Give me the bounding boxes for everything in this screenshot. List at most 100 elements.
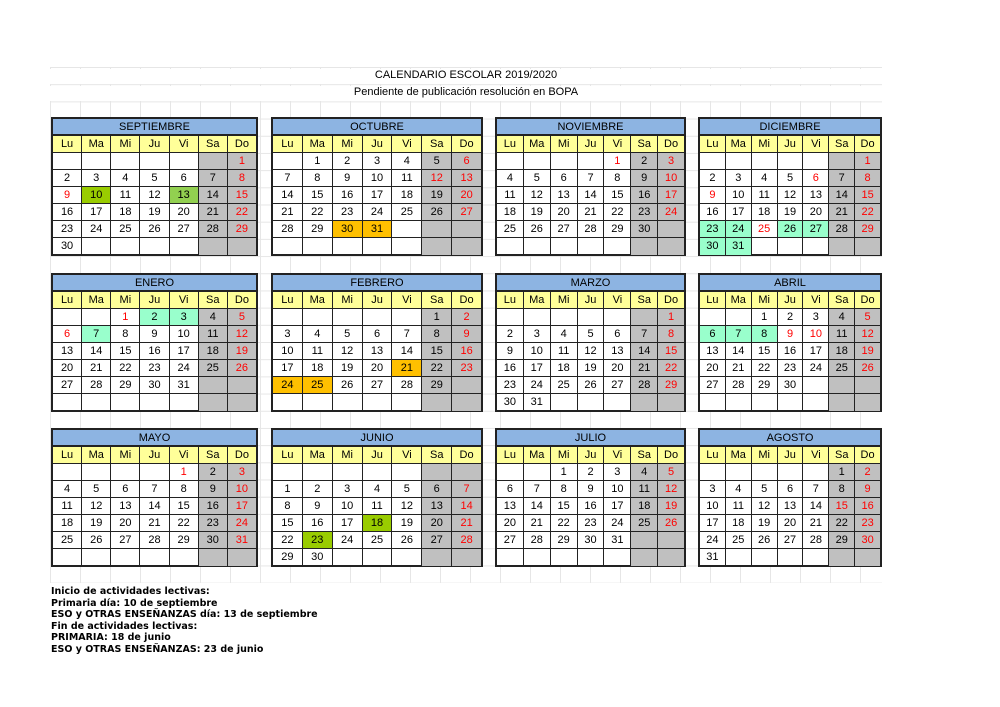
weekday-header: Lu Ma Mi Ju Vi Sa Do [273, 136, 482, 153]
day-cell: 22 [302, 204, 333, 221]
day-cell: 5 [422, 153, 453, 170]
day-cell: 25 [497, 221, 524, 238]
day-cell: 24 [523, 377, 551, 394]
day-cell: 19 [577, 360, 605, 377]
day-cell [53, 309, 83, 326]
day-cell [752, 394, 778, 411]
day-cell: 21 [725, 360, 752, 377]
day-cell: 10 [803, 326, 830, 343]
day-cell: 3 [82, 170, 112, 187]
weekday-label: Vi [392, 292, 423, 309]
day-cell: 12 [332, 343, 363, 360]
day-cell: 22 [658, 360, 685, 377]
day-cell: 29 [227, 221, 256, 238]
day-cell [332, 464, 363, 481]
week-row: 13 14 15 16 17 18 19 [53, 343, 256, 360]
day-cell: 15 [855, 187, 881, 204]
month-marzo: MARZO Lu Ma Mi Ju Vi Sa Do 1 2 3 4 5 6 7 8 9 10 11 12 13 14 15… [495, 273, 686, 412]
day-cell [198, 549, 228, 566]
day-cell: 3 [523, 326, 551, 343]
day-cell [725, 464, 752, 481]
day-cell: 21 [198, 204, 228, 221]
day-cell: 13 [422, 498, 453, 515]
week-row: 10 11 12 13 14 15 16 [700, 498, 881, 515]
week-row: 1 [497, 309, 685, 326]
day-cell: 4 [725, 481, 752, 498]
day-cell: 2 [452, 309, 482, 326]
day-cell: 2 [302, 481, 333, 498]
day-cell [422, 221, 453, 238]
weekday-label: Mi [550, 292, 578, 309]
day-cell: 23 [855, 515, 881, 532]
day-cell: 7 [523, 481, 551, 498]
day-cell: 17 [700, 515, 726, 532]
day-cell: 14 [82, 343, 112, 360]
weekday-header: Lu Ma Mi Ju Vi Sa Do [700, 447, 881, 464]
day-cell: 3 [725, 170, 752, 187]
weekday-label: Vi [803, 447, 830, 464]
month-name: MARZO [497, 275, 684, 292]
day-cell [392, 464, 423, 481]
day-cell: 19 [751, 515, 778, 532]
day-cell: 23 [302, 532, 333, 549]
day-cell: 10 [700, 498, 726, 515]
day-cell: 22 [751, 360, 778, 377]
day-cell [497, 549, 524, 566]
day-cell: 26 [140, 221, 170, 238]
day-cell: 1 [302, 153, 333, 170]
day-cell: 13 [452, 170, 482, 187]
day-cell: 6 [362, 326, 393, 343]
day-cell: 12 [577, 343, 605, 360]
week-row: 16 17 18 19 20 21 22 [497, 360, 685, 377]
weekday-label: Vi [604, 136, 632, 153]
day-cell [422, 549, 453, 566]
day-cell [604, 309, 632, 326]
day-cell [803, 394, 830, 411]
weekday-header: Lu Ma Mi Ju Vi Sa Do [700, 292, 881, 309]
day-cell: 27 [362, 377, 393, 394]
month-octubre: OCTUBRE Lu Ma Mi Ju Vi Sa Do 1 2 3 4 5 6 7 8 9 10 11 12 13 14… [271, 117, 483, 256]
day-cell: 25 [751, 221, 778, 238]
day-cell [752, 238, 778, 255]
day-cell [803, 464, 830, 481]
day-cell: 14 [631, 343, 659, 360]
day-cell: 16 [497, 360, 524, 377]
day-cell: 8 [855, 170, 881, 187]
day-cell: 3 [332, 481, 363, 498]
day-cell: 22 [169, 515, 199, 532]
month-name: MAYO [53, 430, 256, 447]
day-cell: 12 [777, 187, 804, 204]
day-cell [803, 238, 830, 255]
day-cell: 21 [82, 360, 112, 377]
month-name: NOVIEMBRE [497, 119, 684, 136]
day-cell: 15 [658, 343, 685, 360]
day-cell: 20 [452, 187, 482, 204]
calendar-title: CALENDARIO ESCOLAR 2019/2020 [50, 69, 882, 84]
day-cell [392, 309, 423, 326]
day-cell: 21 [452, 515, 482, 532]
day-cell [302, 309, 333, 326]
day-cell: 5 [777, 170, 804, 187]
day-cell: 8 [751, 326, 778, 343]
week-row: 27 28 29 30 31 [53, 377, 256, 394]
weekday-header: Lu Ma Mi Ju Vi Sa Do [700, 136, 881, 153]
day-cell: 11 [53, 498, 83, 515]
week-row: 4 5 6 7 8 9 10 [497, 170, 685, 187]
day-cell: 28 [82, 377, 112, 394]
weekday-label: Lu [700, 136, 726, 153]
day-cell: 12 [523, 187, 551, 204]
day-cell: 26 [392, 532, 423, 549]
weekday-label: Sa [198, 447, 228, 464]
day-cell [803, 153, 830, 170]
day-cell: 29 [855, 221, 881, 238]
weekday-label: Vi [803, 292, 830, 309]
day-cell: 23 [777, 360, 804, 377]
day-cell: 20 [422, 515, 453, 532]
day-cell: 10 [273, 343, 303, 360]
weekday-label: Do [658, 447, 685, 464]
day-cell [452, 221, 482, 238]
day-cell [604, 238, 632, 255]
day-cell: 3 [700, 481, 726, 498]
